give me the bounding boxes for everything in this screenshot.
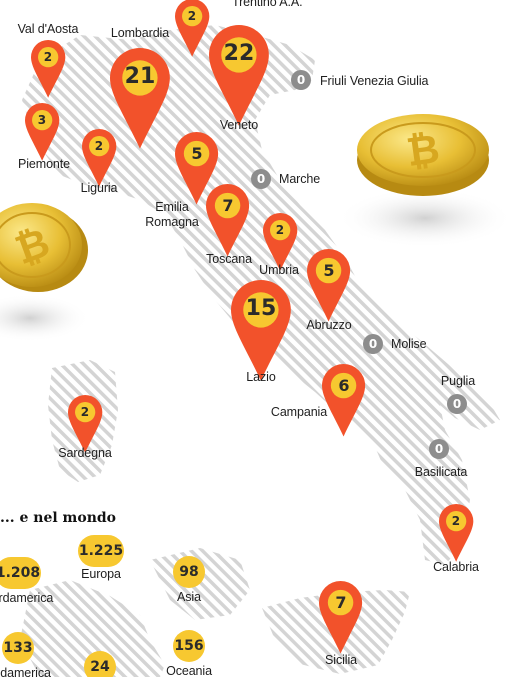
region-label: Liguria — [80, 181, 118, 195]
zero-count-badge: 0 — [251, 169, 271, 189]
map-pin-icon — [174, 0, 210, 57]
region-count: 2 — [43, 49, 53, 64]
region-label: Lazio — [246, 370, 276, 384]
region-label: Friuli Venezia Giulia — [320, 74, 429, 88]
region-label: Molise — [391, 337, 427, 351]
map-pin-icon — [175, 132, 219, 205]
world-map-shape — [20, 580, 165, 677]
map-pin-icon — [110, 48, 170, 149]
region-pin: 15 — [229, 278, 293, 383]
map-pin-icon — [322, 364, 366, 437]
region-label: Basilicata — [414, 465, 468, 479]
region-label: Marche — [279, 172, 321, 186]
region-label: Umbria — [259, 263, 299, 277]
zero-count-badge: 0 — [363, 334, 383, 354]
region-pin: 3 — [23, 101, 61, 163]
world-count-badge: 1.225 — [78, 535, 124, 567]
region-count: 2 — [80, 404, 90, 419]
region-count: 15 — [245, 296, 277, 322]
map-pin-icon — [67, 394, 103, 453]
region-label: Trentino A.A. — [232, 0, 303, 9]
world-map-shape-east — [150, 548, 250, 620]
region-label: Emilia Romagna — [145, 200, 199, 229]
region-count: 3 — [37, 112, 47, 127]
map-pin-icon — [438, 503, 474, 562]
world-area-label: Nordamerica — [0, 591, 54, 605]
world-area-label: Oceania — [166, 664, 212, 677]
world-area-label: Europa — [81, 567, 121, 581]
region-count: 5 — [191, 144, 203, 164]
region-pin: 21 — [108, 46, 172, 151]
map-pin-icon — [319, 581, 363, 654]
world-area-label: Sudamerica — [0, 666, 51, 677]
map-pin-icon — [209, 25, 269, 126]
region-pin: 7 — [317, 579, 364, 656]
map-pin-icon — [307, 249, 351, 322]
map-pin-icon — [262, 212, 298, 271]
region-pin: 5 — [305, 247, 352, 324]
region-count: 6 — [338, 376, 350, 396]
map-pin-icon — [81, 128, 117, 187]
region-pin: 2 — [66, 393, 104, 455]
region-pin: 7 — [204, 182, 251, 259]
zero-count-badge: 0 — [447, 394, 467, 414]
region-label: Toscana — [206, 252, 252, 266]
world-count-badge: 24 — [84, 651, 116, 677]
region-pin: 2 — [173, 0, 211, 59]
region-label: Veneto — [219, 118, 259, 132]
region-label: Piemonte — [17, 157, 71, 171]
region-label: Campania — [270, 405, 328, 419]
region-label: Val d'Aosta — [17, 22, 79, 36]
world-heading: ... e nel mondo — [0, 510, 117, 526]
region-count: 2 — [94, 138, 104, 153]
world-count-badge: 156 — [173, 630, 205, 662]
map-pin-icon — [231, 280, 291, 381]
svg-text:₿: ₿ — [404, 126, 443, 176]
region-count: 5 — [323, 261, 335, 281]
region-label: Puglia — [440, 374, 476, 388]
region-label: Sardegna — [58, 446, 112, 460]
region-count: 22 — [223, 41, 255, 67]
world-count-badge: 98 — [173, 556, 205, 588]
region-pin: 22 — [207, 23, 271, 128]
region-count: 7 — [222, 196, 234, 216]
map-pin-icon — [206, 184, 250, 257]
region-pin: 6 — [320, 362, 367, 439]
region-pin: 2 — [437, 502, 475, 564]
map-pin-icon — [30, 39, 66, 98]
zero-count-badge: 0 — [291, 70, 311, 90]
region-count: 2 — [187, 8, 197, 23]
region-count: 2 — [451, 513, 461, 528]
world-count-badge: 133 — [2, 632, 34, 664]
region-pin: 2 — [29, 38, 67, 100]
region-count: 7 — [335, 593, 347, 613]
bitcoin-coin-icon: ₿ — [0, 203, 90, 342]
region-pin: 2 — [261, 211, 299, 273]
region-label: Abruzzo — [306, 318, 352, 332]
bitcoin-coin-icon: ₿ — [337, 114, 508, 248]
region-count: 2 — [275, 222, 285, 237]
map-pin-icon — [24, 102, 60, 161]
region-pin: 2 — [80, 127, 118, 189]
region-pin: 5 — [173, 130, 220, 207]
region-label: Lombardia — [110, 26, 170, 40]
region-count: 21 — [124, 64, 156, 90]
world-count-badge: 1.208 — [0, 557, 41, 589]
zero-count-badge: 0 — [429, 439, 449, 459]
region-label: Calabria — [433, 560, 479, 574]
world-area-label: Asia — [177, 590, 201, 604]
region-label: Sicilia — [325, 653, 357, 667]
